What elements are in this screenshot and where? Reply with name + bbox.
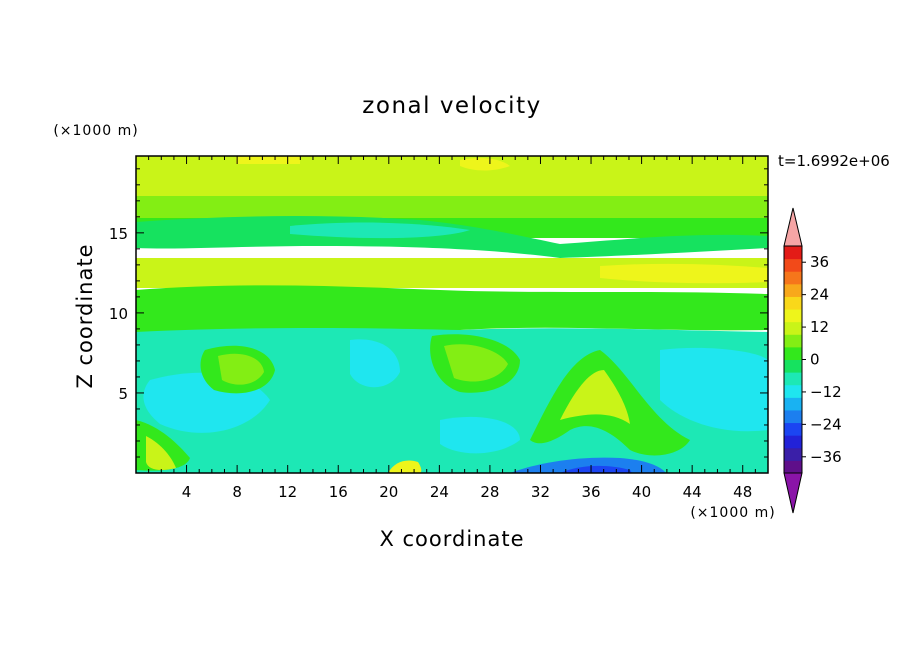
band-green-10 (136, 285, 768, 332)
y-axis-label: Z coordinate (73, 243, 97, 388)
band-cyan-blob-3 (660, 347, 768, 432)
chart-title: zonal velocity (362, 93, 541, 119)
x-units-label: (×1000 m) (690, 505, 775, 521)
time-label: t=1.6992e+06 (778, 152, 890, 170)
x-tick-label: 4 (182, 483, 192, 501)
y-axis-ticks: 5 10 15 (109, 168, 768, 458)
contour-field (136, 156, 768, 473)
colorbar-segment (784, 447, 802, 461)
colorbar: 36 24 12 0 −12 −24 −36 (783, 207, 842, 514)
y-units-label: (×1000 m) (53, 123, 138, 139)
y-tick-label: 10 (109, 305, 128, 323)
colorbar-segment (784, 372, 802, 386)
band-yellow-top (236, 156, 300, 164)
colorbar-tick-label: 24 (810, 286, 829, 304)
colorbar-tick-label: −24 (810, 415, 842, 433)
band-lightgreen-left-bottom (146, 436, 176, 470)
x-tick-label: 36 (581, 483, 600, 501)
band-cyan-blob-4 (440, 416, 520, 454)
x-tick-label: 12 (278, 483, 297, 501)
colorbar-segment (784, 321, 802, 335)
band-blue-bottom (510, 457, 666, 473)
colorbar-segment (784, 422, 802, 436)
colorbar-over-triangle (783, 207, 803, 247)
colorbar-tick-label: −36 (810, 448, 842, 466)
band-teal-15-core (290, 222, 470, 239)
colorbar-segment (784, 334, 802, 348)
colorbar-tick-label: 12 (810, 318, 829, 336)
x-tick-label: 20 (379, 483, 398, 501)
x-axis-ticks: 4 8 12 16 20 24 28 32 36 40 44 48 (148, 156, 756, 501)
band-green-island-2-core (444, 344, 508, 382)
colorbar-segment (784, 258, 802, 272)
x-axis-label: X coordinate (379, 527, 524, 551)
colorbar-tick-label: 0 (810, 351, 820, 369)
colorbar-segment (784, 359, 802, 373)
colorbar-segment (784, 346, 802, 360)
x-tick-label: 16 (329, 483, 348, 501)
x-tick-label: 24 (430, 483, 449, 501)
band-cyan-blob-2 (350, 339, 400, 388)
y-tick-label: 5 (118, 385, 128, 403)
colorbar-under-triangle (783, 472, 803, 514)
colorbar-segment (784, 246, 802, 260)
colorbar-segment (784, 409, 802, 424)
colorbar-segment (784, 397, 802, 411)
band-yellow-top-2 (460, 158, 510, 171)
band-yellow-12 (600, 263, 768, 284)
x-tick-label: 48 (733, 483, 752, 501)
x-tick-label: 8 (232, 483, 242, 501)
colorbar-segment (784, 460, 802, 474)
colorbar-segment (784, 435, 802, 449)
colorbar-segment (784, 309, 802, 323)
colorbar-segment (784, 283, 802, 297)
x-tick-label: 44 (683, 483, 702, 501)
colorbar-segment (784, 271, 802, 285)
colorbar-tick-label: 36 (810, 253, 829, 271)
x-tick-label: 40 (632, 483, 651, 501)
x-tick-label: 28 (480, 483, 499, 501)
band-top (136, 156, 768, 196)
colorbar-segment (784, 384, 802, 398)
y-tick-label: 15 (109, 225, 128, 243)
band-green-ridge-core (560, 370, 630, 424)
x-tick-label: 32 (531, 483, 550, 501)
band-upper-green (136, 196, 768, 218)
colorbar-tick-label: −12 (810, 383, 842, 401)
colorbar-segment (784, 296, 802, 310)
band-yellow-bottom (388, 460, 422, 473)
band-green-island-1-core (218, 353, 264, 385)
